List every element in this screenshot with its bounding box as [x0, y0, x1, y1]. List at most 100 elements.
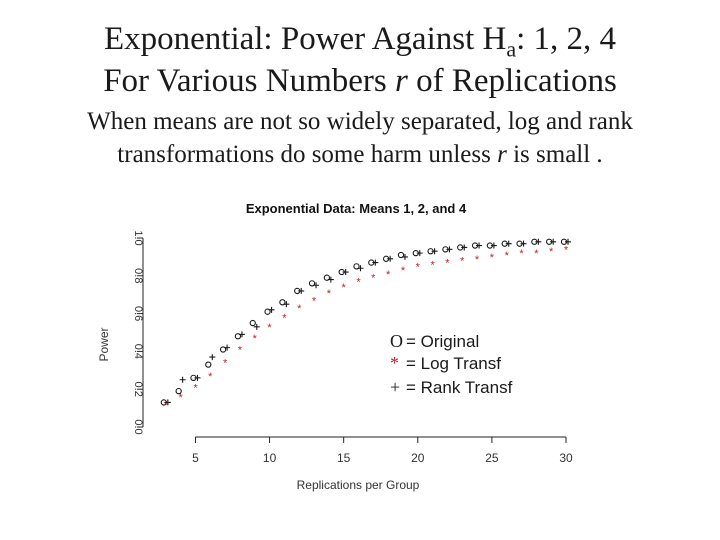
title-line-2: For Various Numbers r of Replications [0, 60, 720, 102]
data-point-log: * [282, 312, 287, 324]
data-point-rank [298, 287, 305, 294]
data-point-log: * [297, 303, 302, 315]
data-point-log: * [416, 261, 421, 273]
data-point-log: * [208, 371, 213, 383]
data-point-rank [550, 238, 557, 245]
data-point-rank [194, 374, 201, 381]
data-point-log: * [327, 288, 332, 300]
series-log: * * * * * * * * * * * * * * * * * * * * * * * * * * * * [164, 244, 569, 411]
data-point-log: * [549, 246, 554, 258]
data-point-log: * [238, 345, 243, 357]
title-variable-r: r [394, 63, 408, 99]
chart-title: Exponential Data: Means 1, 2, and 4 [246, 201, 467, 216]
data-point-original [353, 263, 360, 270]
slide-title: Exponential: Power Against Ha: 1, 2, 4 F… [0, 18, 720, 102]
y-tick-label: 0.8 [132, 268, 144, 283]
y-tick-label: 1.0 [132, 230, 144, 245]
title-subscript: a [506, 36, 517, 62]
data-point-rank [387, 255, 394, 262]
slide-subtitle: When means are not so widely separated, … [0, 105, 720, 171]
data-point-log: * [193, 382, 198, 394]
data-point-original [249, 319, 256, 327]
data-point-rank [520, 240, 527, 247]
data-point-original [175, 387, 182, 395]
data-point-log: * [445, 258, 450, 270]
data-point-rank [209, 354, 216, 361]
data-point-log: * [179, 392, 184, 404]
data-point-original [279, 299, 286, 306]
title-line-1-suffix: : 1, 2, 4 [516, 21, 617, 57]
data-point-log: * [223, 358, 228, 370]
data-point-rank [431, 248, 438, 255]
data-point-original [323, 274, 331, 281]
x-tick-label: 10 [263, 451, 277, 465]
data-point-rank [416, 250, 423, 257]
data-point-rank [283, 301, 290, 308]
series-rank [164, 238, 571, 406]
data-point-log: * [312, 295, 317, 307]
data-point-log: * [519, 248, 524, 260]
data-point-rank [179, 376, 186, 383]
title-line-1: Exponential: Power Against Ha: 1, 2, 4 [0, 18, 720, 60]
y-tick-label: 0.2 [132, 382, 144, 397]
data-point-rank [490, 242, 497, 249]
y-axis-label: Power [97, 327, 111, 361]
data-point-log: * [386, 269, 391, 281]
data-point-rank [313, 282, 320, 289]
legend-label: = Rank Transf [406, 378, 513, 397]
title-line-1-text: Exponential: Power Against H [103, 21, 507, 57]
data-point-rank [238, 331, 245, 338]
title-line-2-suffix: of Replications [407, 63, 617, 99]
legend-symbol: + [390, 377, 400, 397]
data-point-rank [327, 276, 334, 283]
x-axis-label: Replications per Group [297, 478, 420, 492]
data-point-log: * [490, 252, 495, 264]
legend-symbol: O [390, 331, 403, 351]
x-tick-label: 20 [411, 451, 425, 465]
data-point-log: * [401, 265, 406, 277]
title-line-2-text: For Various Numbers [103, 63, 395, 99]
data-point-rank [505, 240, 512, 247]
data-point-original [308, 280, 316, 287]
subtitle-line-1: When means are not so widely separated, … [87, 108, 633, 135]
subtitle-line-2-suffix: is small . [506, 141, 603, 168]
data-point-log: * [460, 256, 465, 268]
chart-legend: O = Original * = Log Transf + = Rank Transf [390, 331, 513, 397]
data-point-rank [372, 259, 379, 266]
data-point-log: * [371, 273, 376, 285]
data-point-log: * [342, 282, 347, 294]
data-point-log: * [475, 254, 480, 266]
data-point-rank [164, 399, 171, 406]
data-point-log: * [505, 250, 510, 262]
y-tick-label: 0.6 [132, 306, 144, 321]
data-point-rank [342, 269, 349, 276]
data-point-log: * [356, 276, 361, 288]
data-point-rank [268, 306, 275, 313]
subtitle-line-2: transformations do some harm unless r is… [0, 138, 720, 171]
data-point-log: * [564, 244, 569, 256]
data-point-original [205, 361, 212, 368]
data-point-rank [476, 242, 483, 249]
x-tick-label: 5 [192, 451, 199, 465]
data-point-log: * [164, 399, 169, 411]
data-point-rank [565, 238, 571, 245]
data-point-rank [401, 253, 408, 260]
data-point-rank [253, 323, 260, 330]
data-point-log: * [253, 333, 258, 345]
y-tick-label: 0.0 [132, 419, 144, 434]
data-point-rank [224, 344, 231, 351]
x-tick-label: 30 [559, 451, 573, 465]
data-point-log: * [430, 259, 435, 271]
subtitle-line-2-text: transformations do some harm unless [117, 141, 498, 168]
x-tick-label: 25 [485, 451, 499, 465]
data-point-rank [446, 246, 453, 253]
data-point-original [234, 333, 242, 340]
data-point-rank [357, 265, 364, 272]
y-tick-label: 0.4 [132, 344, 144, 359]
data-point-log: * [534, 248, 539, 260]
legend-symbol: * [390, 353, 399, 373]
data-point-original [397, 251, 405, 259]
data-point-original [264, 308, 271, 315]
legend-label: = Log Transf [406, 354, 501, 373]
